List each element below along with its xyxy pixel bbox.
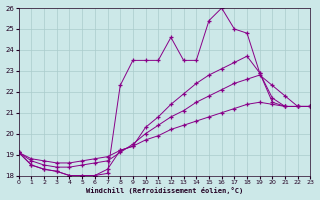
X-axis label: Windchill (Refroidissement éolien,°C): Windchill (Refroidissement éolien,°C): [86, 187, 243, 194]
